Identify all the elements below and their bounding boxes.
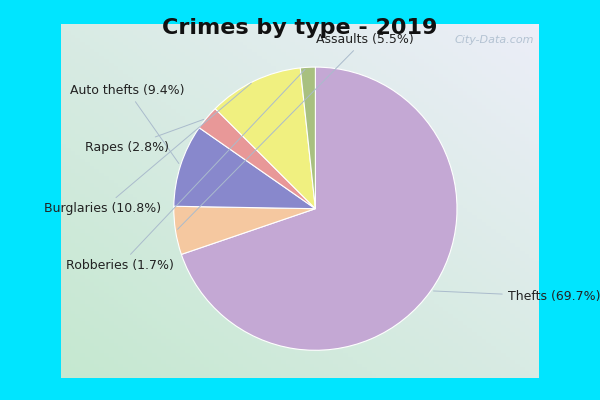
Text: Auto thefts (9.4%): Auto thefts (9.4%) xyxy=(70,84,185,164)
Text: Robberies (1.7%): Robberies (1.7%) xyxy=(66,69,305,272)
Text: City-Data.com: City-Data.com xyxy=(454,35,534,45)
Wedge shape xyxy=(215,68,316,209)
Text: Thefts (69.7%): Thefts (69.7%) xyxy=(433,290,600,303)
Text: Burglaries (10.8%): Burglaries (10.8%) xyxy=(44,83,251,215)
Text: Assaults (5.5%): Assaults (5.5%) xyxy=(178,33,413,229)
Wedge shape xyxy=(181,67,457,350)
Wedge shape xyxy=(174,206,316,254)
Text: Crimes by type - 2019: Crimes by type - 2019 xyxy=(163,18,437,38)
Text: Rapes (2.8%): Rapes (2.8%) xyxy=(85,119,203,154)
Wedge shape xyxy=(174,128,316,209)
Wedge shape xyxy=(199,109,316,209)
Wedge shape xyxy=(300,67,316,209)
